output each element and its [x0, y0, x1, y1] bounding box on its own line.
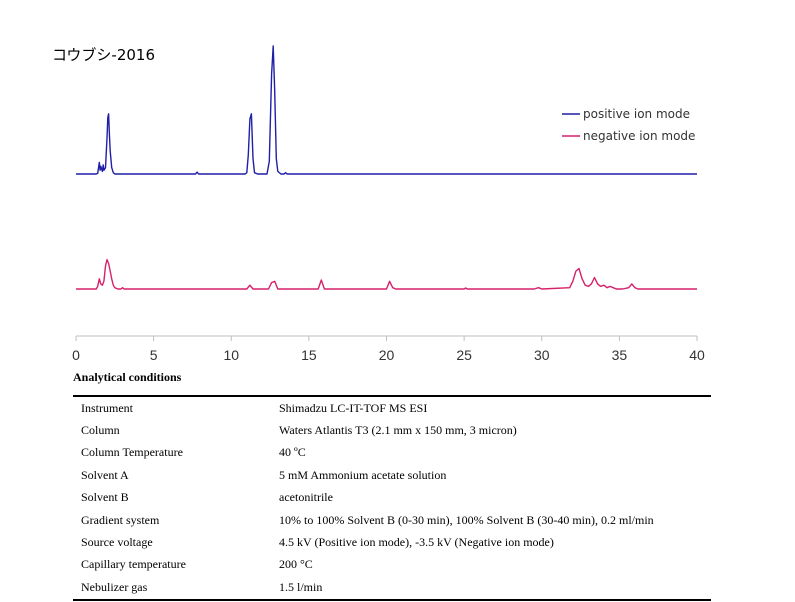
- condition-value: 4.5 kV (Positive ion mode), -3.5 kV (Neg…: [279, 535, 554, 550]
- x-tick-label: 40: [689, 347, 705, 363]
- condition-key: Capillary temperature: [81, 557, 186, 572]
- condition-key: Solvent A: [81, 467, 129, 482]
- legend-label: negative ion mode: [583, 129, 695, 143]
- legend-label: positive ion mode: [583, 107, 690, 121]
- x-tick-label: 0: [72, 347, 80, 363]
- condition-key: Column Temperature: [81, 445, 183, 460]
- conditions-row: Solvent B acetonitrile: [73, 487, 711, 509]
- chromatogram-chart: 0 5 10 15 20 25 30 35 40 positive ion mode negati…: [72, 45, 705, 363]
- conditions-row: Column Waters Atlantis T3 (2.1 mm x 150 m…: [73, 419, 711, 441]
- series-line-negative: [76, 258, 697, 290]
- conditions-row: Source voltage 4.5 kV (Positive ion mode)…: [73, 531, 711, 553]
- conditions-row: Gradient system 10% to 100% Solvent B (0-…: [73, 509, 711, 531]
- condition-value: 10% to 100% Solvent B (0-30 min), 100% S…: [279, 512, 654, 527]
- condition-key: Nebulizer gas: [81, 579, 148, 594]
- x-tick-label: 5: [150, 347, 158, 363]
- condition-value: Waters Atlantis T3 (2.1 mm x 150 mm, 3 m…: [279, 423, 517, 438]
- conditions-row: Column Temperature 40 ºC: [73, 442, 711, 464]
- condition-value: 40 ºC: [279, 445, 306, 460]
- condition-value: 1.5 l/min: [279, 579, 323, 594]
- x-tick-label: 10: [223, 347, 239, 363]
- analytical-conditions-heading: Analytical conditions: [73, 370, 182, 384]
- condition-key: Source voltage: [81, 535, 153, 550]
- condition-key: Gradient system: [81, 512, 160, 527]
- condition-key: Column: [81, 423, 120, 438]
- x-tick-label: 20: [379, 347, 395, 363]
- x-tick-label: 15: [301, 347, 317, 363]
- x-tick-label: 35: [612, 347, 628, 363]
- conditions-row: Instrument Shimadzu LC-IT-TOF MS ESI: [73, 396, 711, 419]
- conditions-row: Solvent A 5 mM Ammonium acetate solution: [73, 464, 711, 486]
- condition-value: 5 mM Ammonium acetate solution: [279, 467, 447, 482]
- condition-value: acetonitrile: [279, 490, 333, 505]
- condition-value: 200 °C: [279, 557, 313, 572]
- conditions-table: Instrument Shimadzu LC-IT-TOF MS ESI Colum…: [73, 395, 711, 601]
- condition-key: Solvent B: [81, 490, 129, 505]
- series-line-positive: [76, 45, 697, 175]
- conditions-row: Nebulizer gas 1.5 l/min: [73, 576, 711, 599]
- x-tick-label: 30: [534, 347, 550, 363]
- condition-value: Shimadzu LC-IT-TOF MS ESI: [279, 400, 428, 415]
- condition-key: Instrument: [81, 400, 133, 415]
- x-tick-label: 25: [456, 347, 472, 363]
- conditions-row: Capillary temperature 200 °C: [73, 554, 711, 576]
- chart-title: コウブシ-2016: [52, 46, 155, 64]
